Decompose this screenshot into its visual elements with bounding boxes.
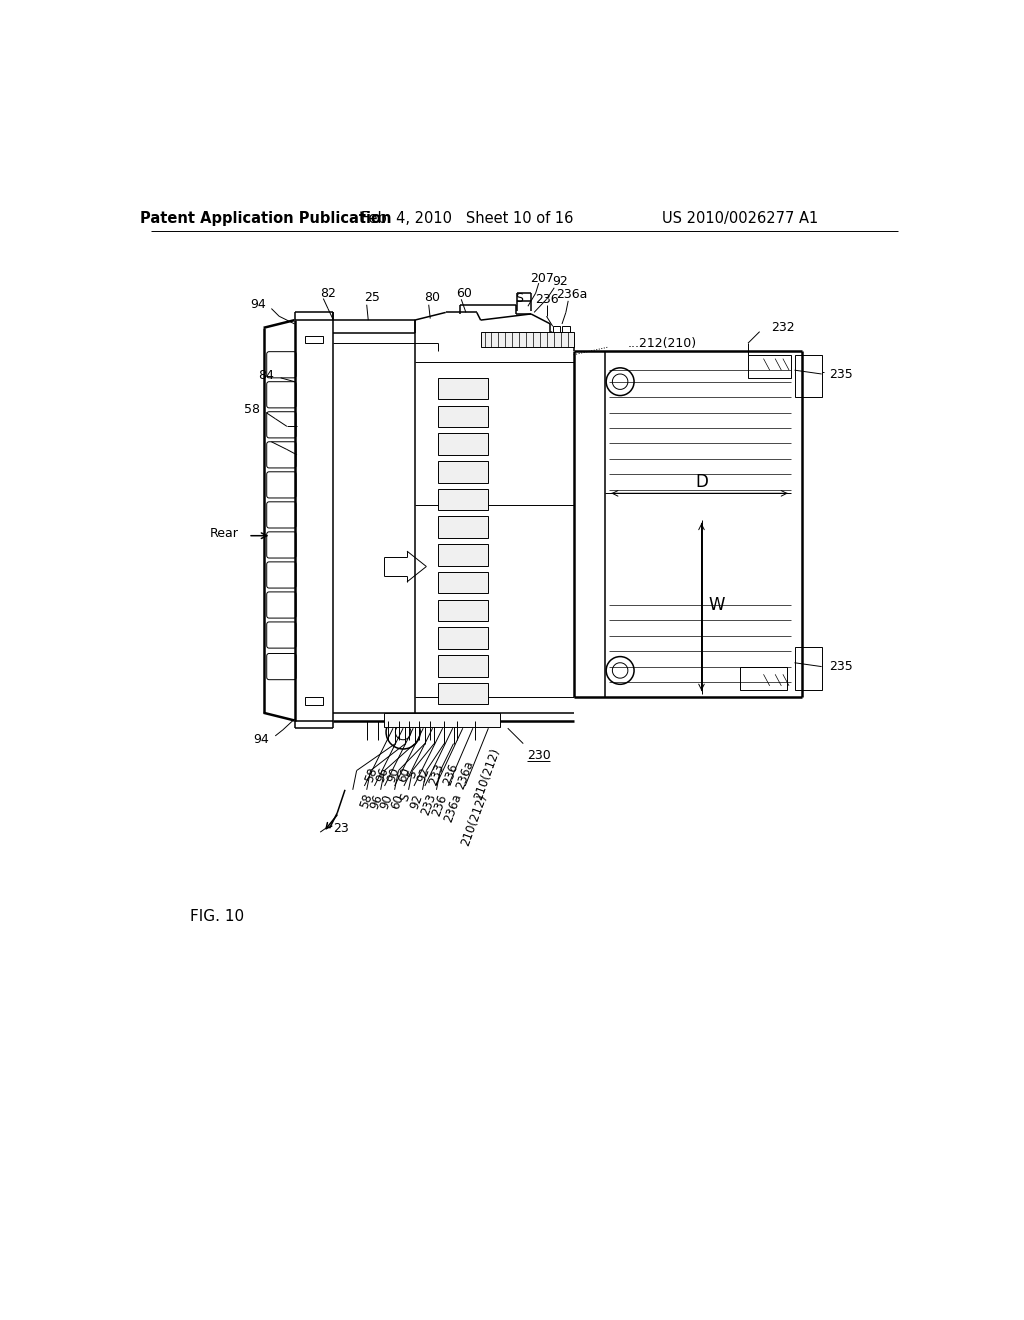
Text: 58: 58 [358,792,376,810]
Text: 23: 23 [334,822,349,834]
Text: 236a: 236a [442,792,464,825]
Bar [740,667,786,689]
Bar [438,488,488,511]
Text: 90: 90 [378,792,395,810]
Text: 92: 92 [408,792,425,810]
Text: 96: 96 [374,766,391,784]
Bar [305,697,324,705]
Text: 58: 58 [244,403,260,416]
Text: 236: 236 [535,293,558,306]
Text: ...212(210): ...212(210) [628,337,697,350]
Text: 90: 90 [385,766,401,784]
Text: 235: 235 [829,367,853,380]
Text: S: S [404,768,420,780]
Text: 96: 96 [369,792,386,810]
Text: 58: 58 [362,766,380,784]
Text: 236: 236 [440,762,460,787]
Text: W: W [709,597,725,614]
Text: 60: 60 [388,792,406,810]
Text: 236a: 236a [454,758,476,791]
Text: 207: 207 [529,272,554,285]
Text: D: D [695,473,708,491]
Text: 94: 94 [250,298,266,312]
Bar [305,335,324,343]
Text: 235: 235 [829,660,853,673]
Bar [438,405,488,428]
Text: 82: 82 [321,286,336,300]
Bar [795,647,821,689]
Text: Patent Application Publication: Patent Application Publication [140,211,392,226]
Bar [384,713,500,726]
Bar [748,355,791,378]
Bar [438,627,488,649]
Text: 210(212): 210(212) [459,792,489,847]
Text: 25: 25 [365,290,380,304]
Bar [438,433,488,455]
Bar [562,326,569,346]
Text: 233: 233 [426,762,446,787]
Bar [553,326,560,346]
Text: 84: 84 [258,370,273,381]
Text: 94: 94 [253,733,269,746]
Text: 236a: 236a [556,288,588,301]
Bar [438,544,488,566]
Text: 80: 80 [425,292,440,305]
Bar [438,682,488,705]
Bar [438,599,488,622]
Text: S: S [397,792,413,804]
Text: 233: 233 [419,792,438,817]
Text: 210(212): 210(212) [471,747,502,803]
Bar [438,461,488,483]
Bar [438,655,488,677]
Text: 92: 92 [553,275,568,288]
Text: 232: 232 [771,321,795,334]
Bar [438,572,488,594]
Text: US 2010/0026277 A1: US 2010/0026277 A1 [663,211,818,226]
Bar [480,331,573,347]
Bar [438,516,488,539]
Text: 60: 60 [456,286,471,300]
Text: 60: 60 [395,766,413,784]
Text: FIG. 10: FIG. 10 [190,909,244,924]
Text: 92: 92 [415,766,432,784]
Bar [438,378,488,400]
Text: Feb. 4, 2010   Sheet 10 of 16: Feb. 4, 2010 Sheet 10 of 16 [361,211,573,226]
Text: 230: 230 [527,748,551,762]
Text: Rear: Rear [210,527,239,540]
Text: S: S [515,292,523,305]
Bar [795,355,821,397]
Text: 236: 236 [429,792,450,817]
